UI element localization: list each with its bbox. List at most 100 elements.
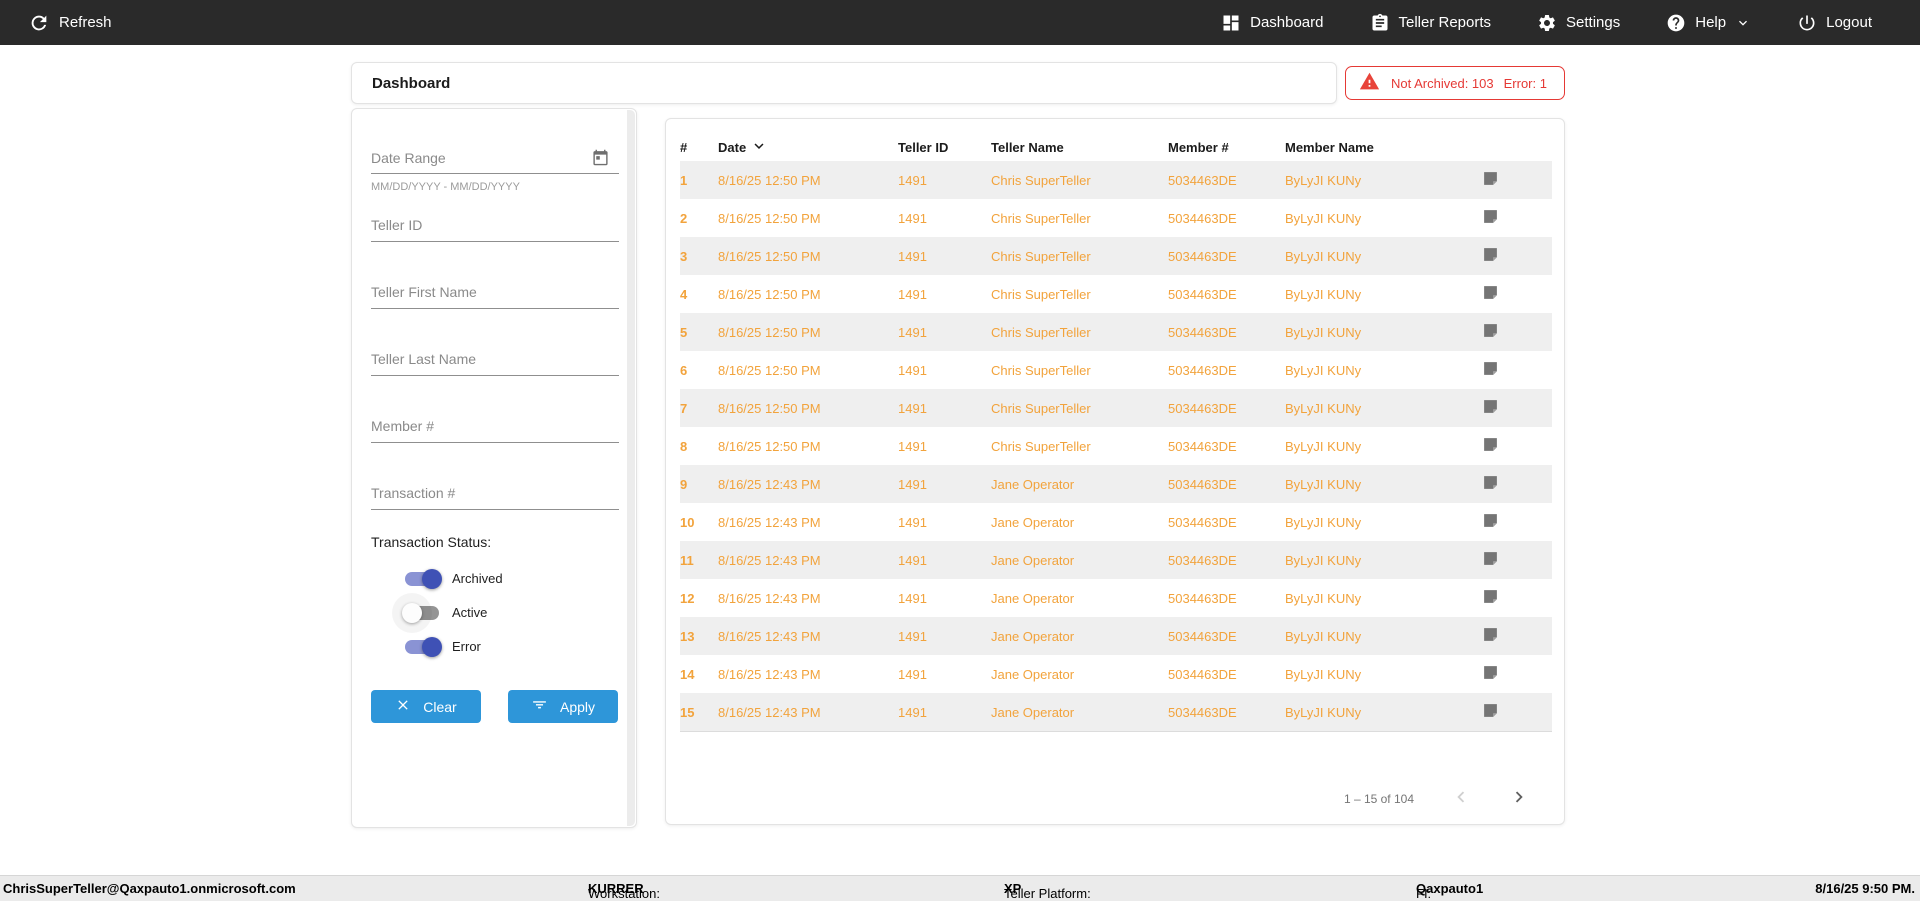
note-icon[interactable] (1468, 322, 1552, 342)
member-number-underline (371, 442, 619, 443)
previous-page-button (1450, 786, 1472, 813)
table-row[interactable]: 2 8/16/25 12:50 PM 1491 Chris SuperTelle… (680, 199, 1552, 237)
nav-logout[interactable]: Logout (1797, 13, 1872, 33)
cell-member-name: ByLyJI KUNy (1285, 362, 1362, 378)
active-toggle[interactable] (402, 602, 439, 623)
table-row[interactable]: 15 8/16/25 12:43 PM 1491 Jane Operator 5… (680, 693, 1552, 731)
cell-num: 15 (680, 704, 695, 720)
not-archived-count: Not Archived: 103 (1391, 75, 1494, 91)
cell-teller-name: Chris SuperTeller (991, 438, 1091, 454)
apply-button[interactable]: Apply (508, 690, 618, 723)
cell-teller-name: Jane Operator (991, 476, 1075, 492)
table-row[interactable]: 13 8/16/25 12:43 PM 1491 Jane Operator 5… (680, 617, 1552, 655)
logged-in-user: ChrisSuperTeller@Qaxpauto1.onmicrosoft.c… (3, 881, 296, 896)
nav-dashboard[interactable]: Dashboard (1221, 13, 1324, 33)
page-title-card: Dashboard (351, 62, 1337, 104)
note-icon[interactable] (1468, 284, 1552, 304)
clear-button[interactable]: Clear (371, 690, 481, 723)
cell-member-num: 5034463DE (1168, 666, 1237, 682)
cell-num: 8 (680, 438, 688, 454)
note-icon[interactable] (1468, 360, 1552, 380)
teller-id-input[interactable]: Teller ID (371, 217, 423, 233)
table-row[interactable]: 3 8/16/25 12:50 PM 1491 Chris SuperTelle… (680, 237, 1552, 275)
table-header-row: # Date Teller ID Teller Name Member # Me… (680, 133, 1552, 161)
table-row[interactable]: 7 8/16/25 12:50 PM 1491 Chris SuperTelle… (680, 389, 1552, 427)
nav-help[interactable]: Help (1666, 13, 1751, 33)
table-row[interactable]: 4 8/16/25 12:50 PM 1491 Chris SuperTelle… (680, 275, 1552, 313)
date-range-input[interactable]: Date Range (371, 150, 446, 166)
cell-member-name: ByLyJI KUNy (1285, 704, 1362, 720)
note-icon[interactable] (1468, 702, 1552, 722)
nav-settings[interactable]: Settings (1537, 13, 1620, 33)
table-row[interactable]: 5 8/16/25 12:50 PM 1491 Chris SuperTelle… (680, 313, 1552, 351)
table-row[interactable]: 6 8/16/25 12:50 PM 1491 Chris SuperTelle… (680, 351, 1552, 389)
note-icon[interactable] (1468, 512, 1552, 532)
calendar-icon[interactable] (592, 149, 609, 171)
cell-member-name: ByLyJI KUNy (1285, 590, 1362, 606)
cell-date: 8/16/25 12:50 PM (718, 324, 821, 340)
cell-teller-name: Chris SuperTeller (991, 400, 1091, 416)
cell-teller-id: 1491 (898, 590, 927, 606)
note-icon[interactable] (1468, 626, 1552, 646)
note-icon[interactable] (1468, 398, 1552, 418)
member-number-input[interactable]: Member # (371, 418, 435, 434)
cell-teller-id: 1491 (898, 552, 927, 568)
note-icon[interactable] (1468, 474, 1552, 494)
cell-member-num: 5034463DE (1168, 628, 1237, 644)
teller-first-name-input[interactable]: Teller First Name (371, 284, 477, 300)
refresh-button[interactable]: Refresh (28, 12, 112, 34)
table-row[interactable]: 11 8/16/25 12:43 PM 1491 Jane Operator 5… (680, 541, 1552, 579)
filter-sidebar: Date Range MM/DD/YYYY - MM/DD/YYYY Telle… (351, 108, 637, 828)
note-icon[interactable] (1468, 170, 1552, 190)
cell-date: 8/16/25 12:43 PM (718, 552, 821, 568)
dashboard-icon (1221, 13, 1241, 33)
table-row[interactable]: 1 8/16/25 12:50 PM 1491 Chris SuperTelle… (680, 161, 1552, 199)
note-icon[interactable] (1468, 588, 1552, 608)
table-row[interactable]: 14 8/16/25 12:43 PM 1491 Jane Operator 5… (680, 655, 1552, 693)
cell-member-num: 5034463DE (1168, 514, 1237, 530)
transaction-number-underline (371, 509, 619, 510)
cell-member-name: ByLyJI KUNy (1285, 514, 1362, 530)
cell-date: 8/16/25 12:50 PM (718, 172, 821, 188)
cell-teller-name: Jane Operator (991, 704, 1075, 720)
cell-member-num: 5034463DE (1168, 286, 1237, 302)
nav-teller-reports[interactable]: Teller Reports (1370, 13, 1492, 33)
table-row[interactable]: 9 8/16/25 12:43 PM 1491 Jane Operator 50… (680, 465, 1552, 503)
gear-icon (1537, 13, 1557, 33)
transaction-number-input[interactable]: Transaction # (371, 485, 456, 501)
note-icon[interactable] (1468, 436, 1552, 456)
cell-teller-name: Jane Operator (991, 552, 1075, 568)
nav-help-label: Help (1695, 14, 1727, 31)
cell-num: 11 (680, 552, 694, 568)
next-page-button[interactable] (1508, 786, 1530, 813)
cell-member-name: ByLyJI KUNy (1285, 628, 1362, 644)
table-row[interactable]: 8 8/16/25 12:50 PM 1491 Chris SuperTelle… (680, 427, 1552, 465)
table-row[interactable]: 10 8/16/25 12:43 PM 1491 Jane Operator 5… (680, 503, 1552, 541)
cell-teller-id: 1491 (898, 362, 927, 378)
cell-member-num: 5034463DE (1168, 438, 1237, 454)
error-toggle[interactable] (405, 636, 442, 657)
column-header-date[interactable]: Date (718, 137, 898, 158)
nav-teller-reports-label: Teller Reports (1398, 14, 1492, 31)
archived-toggle[interactable] (405, 568, 442, 589)
nav-settings-label: Settings (1566, 14, 1621, 31)
note-icon[interactable] (1468, 208, 1552, 228)
note-icon[interactable] (1468, 550, 1552, 570)
cell-member-name: ByLyJI KUNy (1285, 400, 1362, 416)
note-icon[interactable] (1468, 246, 1552, 266)
note-icon[interactable] (1468, 664, 1552, 684)
active-toggle-label: Active (452, 605, 488, 620)
cell-teller-name: Chris SuperTeller (991, 362, 1091, 378)
cell-date: 8/16/25 12:50 PM (718, 400, 821, 416)
cell-teller-id: 1491 (898, 628, 927, 644)
sidebar-scrollbar[interactable] (627, 110, 635, 826)
column-header-teller-id: Teller ID (898, 139, 949, 155)
date-range-hint: MM/DD/YYYY - MM/DD/YYYY (371, 181, 520, 193)
sort-desc-icon (750, 137, 768, 158)
cell-date: 8/16/25 12:50 PM (718, 210, 821, 226)
cell-member-name: ByLyJI KUNy (1285, 210, 1362, 226)
table-row[interactable]: 12 8/16/25 12:43 PM 1491 Jane Operator 5… (680, 579, 1552, 617)
teller-last-name-input[interactable]: Teller Last Name (371, 351, 477, 367)
help-icon (1666, 13, 1686, 33)
cell-teller-name: Chris SuperTeller (991, 172, 1091, 188)
